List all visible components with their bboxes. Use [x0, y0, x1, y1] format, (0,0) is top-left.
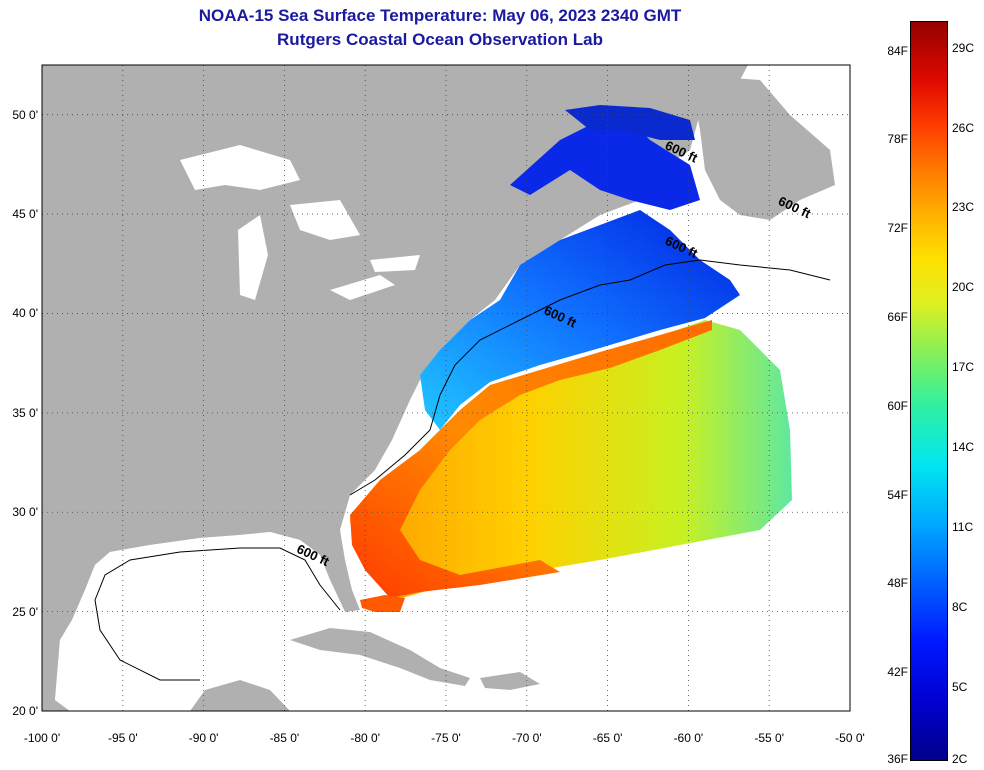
colorbar-celsius-label: 23C: [952, 200, 975, 215]
longitude-tick-label: -90 0': [188, 731, 219, 745]
colorbar-celsius-label: 14C: [952, 440, 975, 455]
latitude-tick-label: 35 0': [12, 405, 38, 420]
great-lakes: [180, 145, 420, 300]
land-north-america: [42, 65, 748, 711]
longitude-tick-label: -50 0': [835, 731, 865, 745]
longitude-tick-label: -65 0': [592, 731, 623, 745]
colorbar-fahrenheit-label: 84F: [887, 43, 908, 58]
latitude-tick-label: 25 0': [12, 604, 38, 619]
colorbar-fahrenheit-label: 66F: [887, 310, 908, 324]
map-title: NOAA-15 Sea Surface Temperature: May 06,…: [198, 6, 682, 25]
colorbar-fahrenheit-label: 42F: [887, 665, 908, 680]
map-layers: [42, 65, 835, 711]
colorbar-celsius-label: 2C: [952, 752, 968, 766]
temperature-colorbar: [910, 21, 948, 761]
longitude-tick-label: -80 0': [350, 731, 381, 745]
colorbar-celsius-label: 29C: [952, 40, 975, 55]
latitude-tick-label: 50 0': [12, 107, 38, 122]
longitude-tick-label: -95 0': [107, 731, 138, 745]
colorbar-fahrenheit-label: 36F: [887, 752, 908, 766]
isobath-600ft-gulf: [94, 547, 341, 681]
longitude-tick-label: -70 0': [511, 731, 542, 745]
gulf-of-mexico: [55, 532, 345, 711]
sst-warm-field: [350, 320, 792, 600]
land-cuba: [290, 628, 470, 686]
sst-shelf-water: [420, 210, 740, 430]
map-frame: [41, 64, 851, 712]
colorbar-fahrenheit-label: 78F: [887, 132, 908, 147]
latitude-tick-label: 40 0': [12, 306, 38, 321]
latitude-tick-label: 20 0': [12, 704, 38, 718]
latitude-tick-label: 30 0': [12, 505, 38, 520]
colorbar-celsius-label: 5C: [952, 680, 968, 694]
longitude-tick-label: -75 0': [431, 731, 461, 745]
isobath-600ft-atlantic: [349, 259, 831, 496]
land-yucatan: [190, 680, 290, 711]
sst-labrador-sea: [565, 105, 695, 140]
colorbar-celsius-label: 20C: [952, 280, 975, 295]
colorbar-celsius-label: 26C: [952, 120, 975, 135]
sst-gulf-st-lawrence: [510, 110, 700, 210]
land-newfoundland: [690, 75, 835, 220]
sst-gulf-stream: [350, 320, 712, 598]
colorbar-celsius-label: 17C: [952, 360, 975, 375]
sst-florida-straits: [360, 595, 405, 612]
latitude-tick-label: 45 0': [12, 207, 38, 222]
colorbar-celsius-label: 8C: [952, 600, 968, 615]
colorbar-fahrenheit-label: 72F: [887, 221, 908, 236]
colorbar-fahrenheit-label: 48F: [887, 576, 908, 591]
colorbar-fahrenheit-label: 54F: [887, 487, 908, 502]
longitude-tick-label: -55 0': [754, 731, 785, 745]
colorbar-fahrenheit-label: 60F: [887, 398, 908, 413]
map-subtitle: Rutgers Coastal Ocean Observation Lab: [277, 30, 603, 49]
longitude-tick-label: -85 0': [269, 731, 300, 745]
colorbar-celsius-label: 11C: [952, 520, 974, 535]
longitude-tick-label: -60 0': [673, 731, 704, 745]
land-hispaniola: [480, 672, 540, 690]
longitude-tick-label: -100 0': [23, 731, 61, 745]
